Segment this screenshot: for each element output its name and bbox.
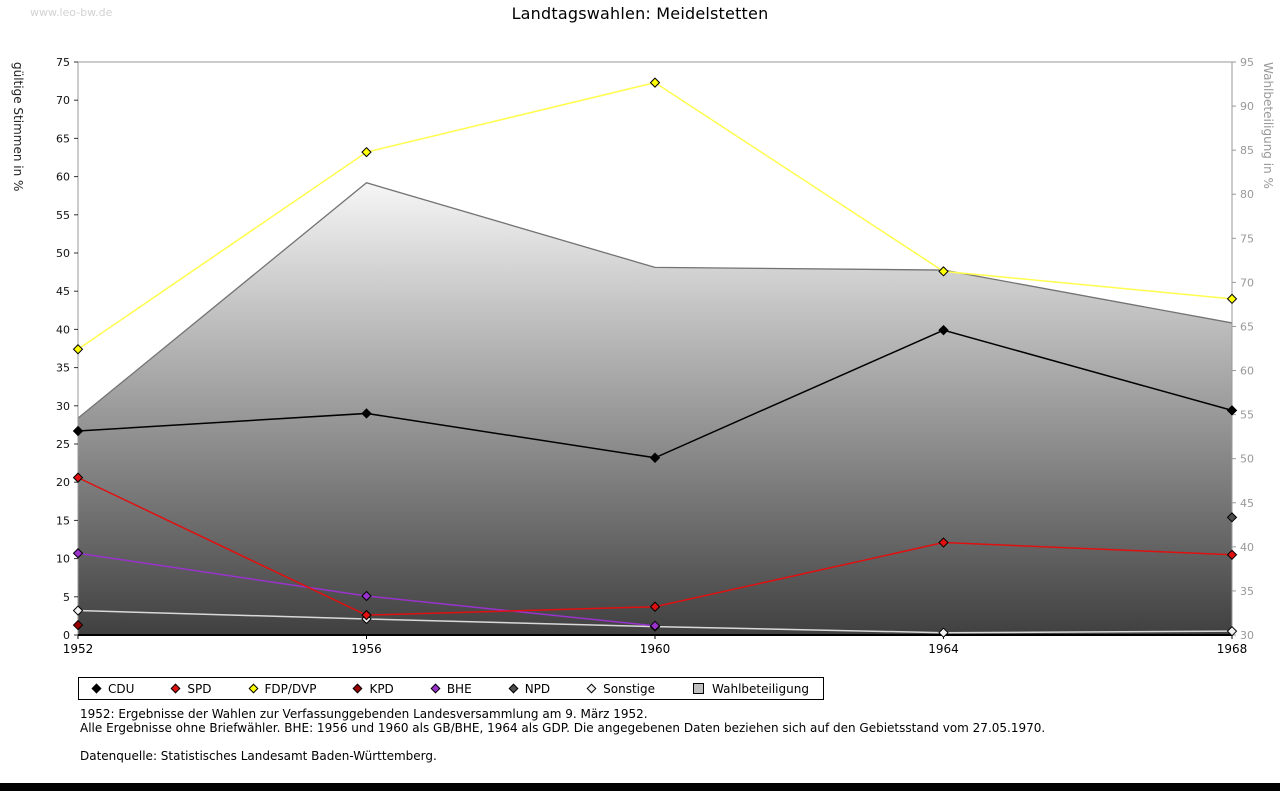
left-tick-label: 0 <box>63 629 70 642</box>
right-tick-label: 65 <box>1240 320 1254 333</box>
left-tick-label: 40 <box>56 323 70 336</box>
marker-cdu <box>361 408 372 419</box>
marker-kpd <box>72 619 84 631</box>
marker-spd <box>1226 549 1238 560</box>
left-tick-label: 70 <box>56 94 70 107</box>
legend-item-wahlbeteiligung: Wahlbeteiligung <box>693 682 809 696</box>
x-tick-label: 1956 <box>351 642 382 656</box>
right-tick-label: 75 <box>1240 232 1254 245</box>
legend-label-cdu: CDU <box>108 681 135 696</box>
legend-label-npd: NPD <box>524 681 551 696</box>
right-tick-label: 70 <box>1240 276 1254 289</box>
marker-bhe <box>72 548 84 559</box>
left-tick-label: 35 <box>56 362 70 375</box>
left-axis-title: gültige Stimmen in % <box>11 62 25 191</box>
right-tick-label: 35 <box>1240 585 1254 598</box>
wahlbeteiligung-area <box>78 182 1232 636</box>
left-tick-label: 20 <box>56 476 70 489</box>
marker-fdp-dvp <box>649 77 661 88</box>
legend-label-wahlbeteiligung: Wahlbeteiligung <box>712 681 809 696</box>
marker-sonstige <box>1226 625 1238 637</box>
left-tick-label: 45 <box>56 285 70 298</box>
watermark: www.leo-bw.de <box>30 6 113 19</box>
footnote-line-2: Alle Ergebnisse ohne Briefwähler. BHE: 1… <box>80 720 1046 735</box>
footnote-source: Datenquelle: Statistisches Landesamt Bad… <box>80 749 437 763</box>
right-tick-label: 55 <box>1240 409 1254 422</box>
left-tick-label: 30 <box>56 400 70 413</box>
left-tick-label: 65 <box>56 132 70 145</box>
npd-legend-marker <box>508 683 519 694</box>
left-tick-label: 10 <box>56 553 70 566</box>
bhe-legend-marker <box>430 683 441 694</box>
legend-item-npd: NPD <box>508 681 551 696</box>
legend-item-spd: SPD <box>170 681 212 696</box>
marker-fdp-dvp <box>72 344 84 355</box>
marker-fdp-dvp <box>361 146 372 158</box>
right-tick-label: 95 <box>1240 56 1254 69</box>
x-tick-label: 1952 <box>63 642 94 656</box>
marker-bhe <box>649 620 661 632</box>
wahlbeteiligung-legend-marker <box>693 683 705 694</box>
marker-cdu <box>649 452 661 463</box>
cdu-legend-marker <box>91 683 102 694</box>
right-tick-label: 50 <box>1240 453 1254 466</box>
x-tick-label: 1960 <box>640 642 671 656</box>
right-tick-label: 60 <box>1240 365 1254 378</box>
right-tick-label: 80 <box>1240 188 1254 201</box>
left-tick-label: 5 <box>63 591 70 604</box>
marker-cdu <box>1226 405 1238 416</box>
marker-sonstige <box>72 605 84 616</box>
left-tick-label: 15 <box>56 514 70 527</box>
legend-label-sonstige: Sonstige <box>603 681 656 696</box>
left-tick-label: 75 <box>56 56 70 69</box>
left-tick-label: 25 <box>56 438 70 451</box>
marker-sonstige <box>938 627 949 638</box>
legend-item-kpd: KPD <box>353 681 394 696</box>
marker-spd <box>649 601 661 612</box>
marker-bhe <box>361 590 372 602</box>
fdp-dvp-legend-marker <box>248 683 258 694</box>
marker-spd <box>72 472 84 483</box>
legend-item-cdu: CDU <box>91 681 135 696</box>
legend-label-spd: SPD <box>187 681 212 696</box>
legend-label-kpd: KPD <box>369 681 394 696</box>
footnote-line-1: 1952: Ergebnisse der Wahlen zur Verfassu… <box>80 707 648 721</box>
marker-spd <box>938 537 949 548</box>
wahlbeteiligung-edge <box>77 182 1233 419</box>
marker-fdp-dvp <box>938 266 949 277</box>
right-tick-label: 30 <box>1240 629 1254 642</box>
legend-item-sonstige: Sonstige <box>586 681 656 696</box>
legend-item-fdp-dvp: FDP/DVP <box>248 681 317 696</box>
x-tick-label: 1968 <box>1217 642 1248 656</box>
legend-item-bhe: BHE <box>430 681 472 696</box>
right-tick-label: 40 <box>1240 541 1254 554</box>
right-axis-title: Wahlbeteiligung in % <box>1261 62 1275 189</box>
right-tick-label: 85 <box>1240 144 1254 157</box>
legend-label-bhe: BHE <box>446 681 472 696</box>
bottom-bar <box>0 783 1280 791</box>
sonstige-legend-marker <box>586 683 597 694</box>
marker-npd <box>1226 512 1238 523</box>
spd-legend-marker <box>170 683 181 694</box>
marker-cdu <box>72 425 84 437</box>
marker-fdp-dvp <box>1226 293 1238 305</box>
marker-spd <box>361 609 372 621</box>
right-tick-label: 90 <box>1240 100 1254 113</box>
right-tick-label: 45 <box>1240 497 1254 510</box>
footnotes: 1952: Ergebnisse der Wahlen zur Verfassu… <box>80 707 1046 764</box>
left-tick-label: 60 <box>56 171 70 184</box>
left-tick-label: 50 <box>56 247 70 260</box>
election-line-chart: 0 5 10 15 20 25 30 35 40 45 50 55 60 65 70 75 30 35 40 45 50… <box>11 56 1275 656</box>
legend-label-fdp-dvp: FDP/DVP <box>264 681 317 696</box>
x-tick-label: 1964 <box>928 642 959 656</box>
chart-title: Landtagswahlen: Meidelstetten <box>511 4 769 23</box>
left-tick-label: 55 <box>56 209 70 222</box>
marker-cdu <box>938 324 949 336</box>
kpd-legend-marker <box>353 683 363 694</box>
legend: CDU SPD FDP/DVP KPD BHE NPD Sonstige Wahlbeteil… <box>78 677 824 700</box>
